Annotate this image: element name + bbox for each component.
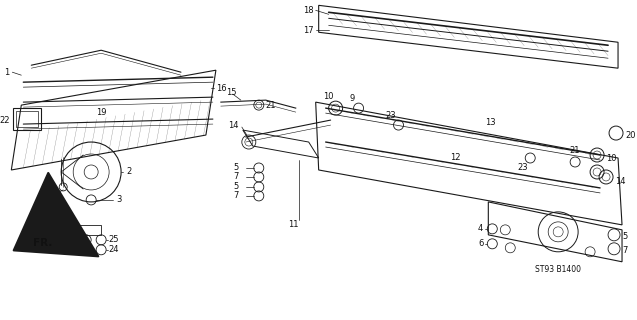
Text: 5: 5 — [234, 164, 239, 172]
Text: 14: 14 — [615, 178, 626, 187]
Text: 18: 18 — [303, 6, 313, 15]
Text: 7: 7 — [234, 172, 239, 181]
Text: 2: 2 — [126, 167, 131, 176]
Text: 10: 10 — [606, 154, 617, 163]
Text: ST93 B1400: ST93 B1400 — [535, 265, 581, 274]
Text: 8: 8 — [64, 222, 69, 231]
Text: 10: 10 — [324, 92, 334, 100]
Bar — [13, 108, 41, 130]
Text: 1: 1 — [4, 68, 10, 77]
Text: 17: 17 — [303, 26, 313, 35]
Text: 7: 7 — [622, 246, 627, 255]
Text: 21: 21 — [570, 146, 580, 155]
Text: 3: 3 — [116, 196, 122, 204]
Text: FR.: FR. — [33, 238, 53, 248]
Text: 6: 6 — [478, 239, 483, 248]
Text: 20: 20 — [625, 131, 636, 140]
Text: 9: 9 — [72, 235, 77, 244]
Text: 4: 4 — [478, 224, 483, 233]
Text: 16: 16 — [216, 84, 227, 93]
Text: 12: 12 — [450, 153, 461, 162]
Text: 23: 23 — [517, 164, 527, 172]
Bar — [17, 111, 38, 127]
Text: 23: 23 — [46, 189, 56, 198]
Text: 22: 22 — [0, 116, 10, 124]
Text: 25: 25 — [108, 235, 118, 244]
Bar — [79, 225, 101, 235]
Text: 19: 19 — [96, 108, 106, 116]
Text: 21: 21 — [266, 100, 276, 110]
Text: 11: 11 — [289, 220, 299, 229]
Text: 14: 14 — [228, 121, 239, 130]
Text: 5: 5 — [622, 232, 627, 241]
Text: 23: 23 — [385, 111, 396, 120]
Text: 24: 24 — [108, 245, 118, 254]
Text: 7: 7 — [234, 191, 239, 200]
Text: 15: 15 — [226, 88, 236, 97]
Text: 13: 13 — [485, 117, 496, 127]
Text: 5: 5 — [234, 182, 239, 191]
Text: 9: 9 — [350, 94, 355, 103]
